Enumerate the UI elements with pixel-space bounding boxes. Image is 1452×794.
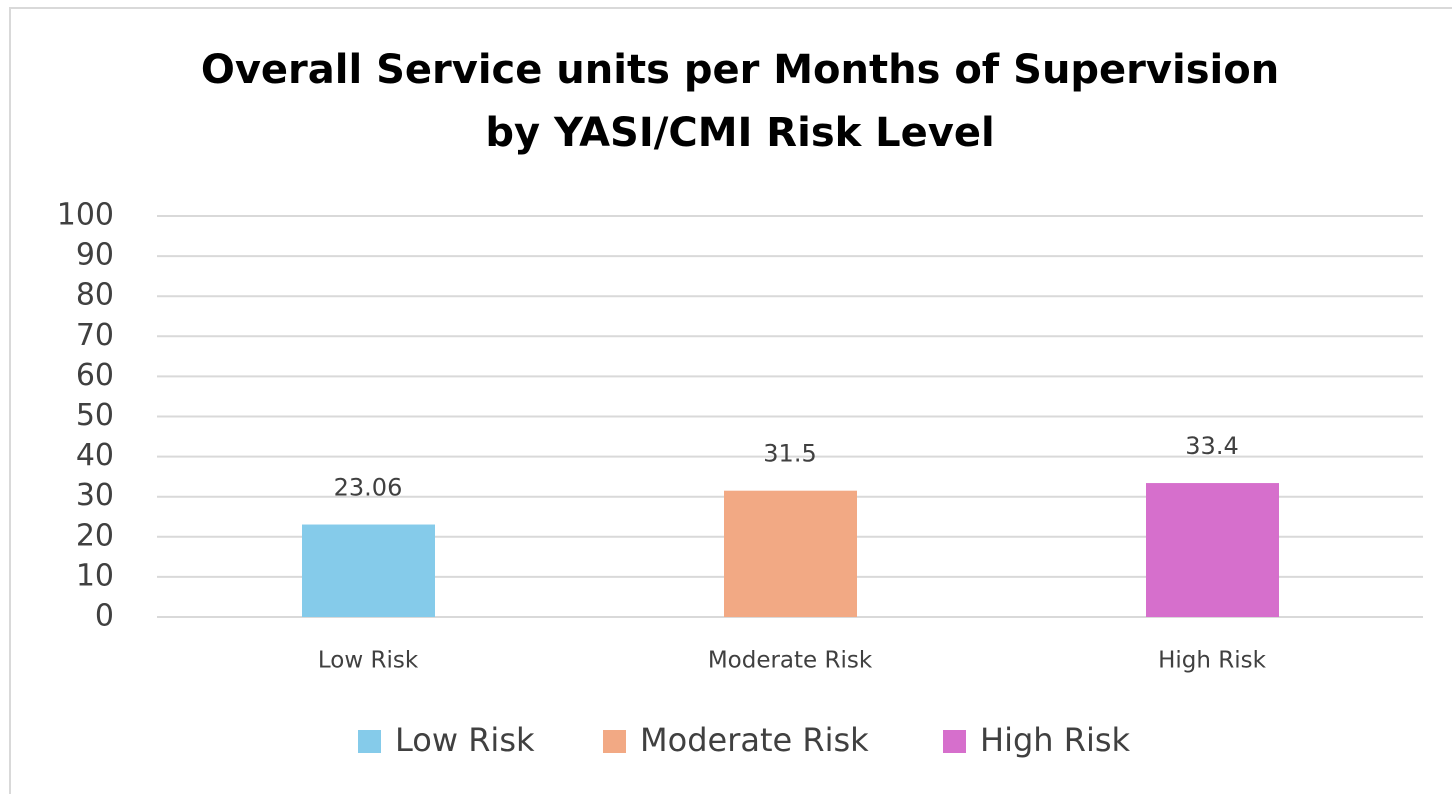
legend-swatch [943,730,966,753]
bar [302,524,435,617]
legend-label: Moderate Risk [640,721,869,759]
y-tick-label: 0 [95,599,114,634]
y-tick-label: 100 [57,198,114,233]
y-tick-label: 40 [76,438,114,473]
chart-frame [9,7,1452,794]
y-tick-label: 60 [76,358,114,393]
legend-swatch [603,730,626,753]
y-tick-label: 80 [76,278,114,313]
bar [1146,483,1279,617]
x-tick-label: Low Risk [318,648,419,674]
y-tick-label: 30 [76,478,114,513]
legend-swatch [358,730,381,753]
chart-title: by YASI/CMI Risk Level [485,110,994,156]
x-tick-label: Moderate Risk [708,648,873,674]
legend-label: Low Risk [395,721,535,759]
data-label: 23.06 [334,474,403,502]
x-tick-label: High Risk [1158,648,1267,674]
legend-label: High Risk [980,721,1131,759]
data-label: 31.5 [763,440,816,468]
y-tick-label: 50 [76,398,114,433]
y-tick-label: 10 [76,558,114,593]
y-tick-label: 90 [76,238,114,273]
chart-title: Overall Service units per Months of Supe… [201,47,1279,93]
bar [724,490,857,617]
data-label: 33.4 [1185,432,1238,460]
y-tick-label: 20 [76,518,114,553]
y-tick-label: 70 [76,318,114,353]
